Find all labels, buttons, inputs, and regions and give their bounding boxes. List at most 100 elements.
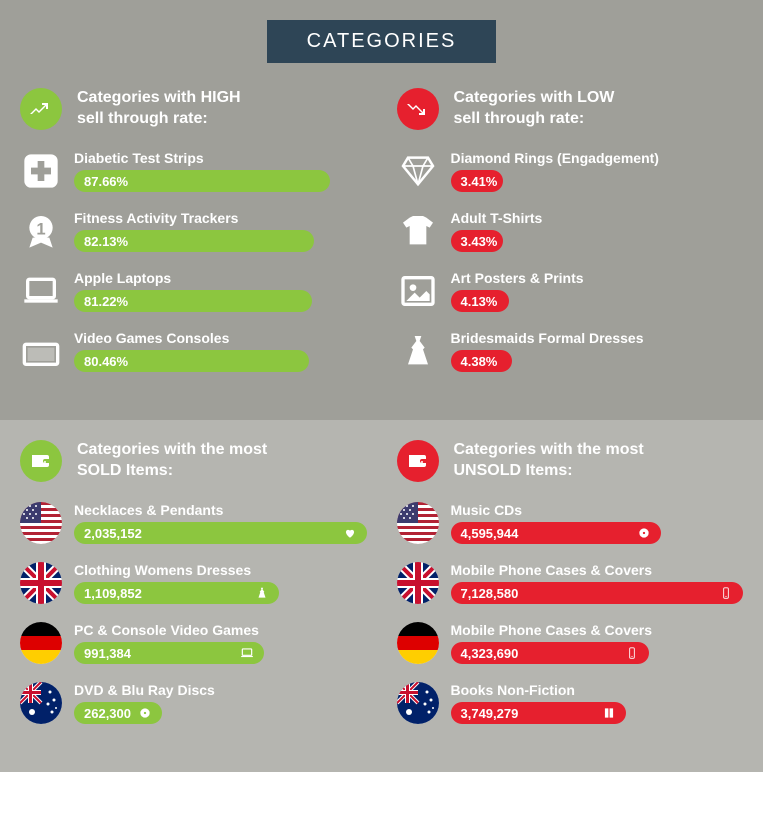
- bar-fill: 3,749,279: [451, 702, 627, 724]
- picture-icon: [397, 270, 439, 312]
- list-item: Fitness Activity Trackers 82.13%: [20, 210, 367, 252]
- bar-fill: 3.43%: [451, 230, 504, 252]
- flag-us-icon: [20, 502, 62, 544]
- list-item: Diamond Rings (Engadgement) 3.41%: [397, 150, 744, 192]
- sold-column: Categories with the most SOLD Items: Nec…: [20, 440, 367, 742]
- title-wrap: CATEGORIES: [20, 20, 743, 63]
- item-label: PC & Console Video Games: [74, 622, 367, 638]
- bar-value: 4,323,690: [461, 646, 519, 661]
- unsold-column: Categories with the most UNSOLD Items: M…: [397, 440, 744, 742]
- bottom-section: Categories with the most SOLD Items: Nec…: [0, 420, 763, 772]
- bar-track: 4.38%: [451, 350, 744, 372]
- bar-track: 82.13%: [74, 230, 367, 252]
- bar-track: 87.66%: [74, 170, 367, 192]
- bar-fill: 991,384: [74, 642, 264, 664]
- item-label: Video Games Consoles: [74, 330, 367, 346]
- sold-list: Necklaces & Pendants 2,035,152 Clothing …: [20, 502, 367, 724]
- wallet-unsold-icon: [397, 440, 439, 482]
- bar-fill: 80.46%: [74, 350, 309, 372]
- bar-fill: 4.13%: [451, 290, 510, 312]
- list-item: PC & Console Video Games 991,384: [20, 622, 367, 664]
- bar-value: 3,749,279: [461, 706, 519, 721]
- book-icon: [602, 706, 616, 720]
- bar-track: 81.22%: [74, 290, 367, 312]
- item-label: DVD & Blu Ray Discs: [74, 682, 367, 698]
- list-item: Necklaces & Pendants 2,035,152: [20, 502, 367, 544]
- bar-value: 3.41%: [461, 174, 498, 189]
- chart-up-icon: [20, 88, 62, 130]
- bar-value: 82.13%: [84, 234, 128, 249]
- item-label: Books Non-Fiction: [451, 682, 744, 698]
- bar-fill: 2,035,152: [74, 522, 367, 544]
- bar-track: 3.43%: [451, 230, 744, 252]
- item-label: Fitness Activity Trackers: [74, 210, 367, 226]
- bar-track: 991,384: [74, 642, 367, 664]
- item-label: Adult T-Shirts: [451, 210, 744, 226]
- bar-value: 991,384: [84, 646, 131, 661]
- laptop-icon: [240, 646, 254, 660]
- list-item: Apple Laptops 81.22%: [20, 270, 367, 312]
- bar-fill: 4,595,944: [451, 522, 662, 544]
- bar-fill: 4.38%: [451, 350, 512, 372]
- bar-track: 4,595,944: [451, 522, 744, 544]
- bar-value: 3.43%: [461, 234, 498, 249]
- top-section: CATEGORIES Categories with HIGH sell thr…: [0, 0, 763, 420]
- low-rate-list: Diamond Rings (Engadgement) 3.41% Adult …: [397, 150, 744, 372]
- item-label: Necklaces & Pendants: [74, 502, 367, 518]
- bar-fill: 7,128,580: [451, 582, 744, 604]
- flag-us-icon: [397, 502, 439, 544]
- unsold-heading: Categories with the most UNSOLD Items:: [454, 440, 644, 482]
- diamond-icon: [397, 150, 439, 192]
- disc-icon: [138, 706, 152, 720]
- bar-value: 1,109,852: [84, 586, 142, 601]
- item-label: Bridesmaids Formal Dresses: [451, 330, 744, 346]
- item-label: Mobile Phone Cases & Covers: [451, 562, 744, 578]
- disc-icon: [637, 526, 651, 540]
- flag-de-icon: [20, 622, 62, 664]
- high-rate-column: Categories with HIGH sell through rate: …: [20, 88, 367, 390]
- bar-value: 4.38%: [461, 354, 498, 369]
- list-item: Video Games Consoles 80.46%: [20, 330, 367, 372]
- bar-value: 7,128,580: [461, 586, 519, 601]
- flag-au-icon: [397, 682, 439, 724]
- bar-track: 80.46%: [74, 350, 367, 372]
- list-item: DVD & Blu Ray Discs 262,300: [20, 682, 367, 724]
- unsold-list: Music CDs 4,595,944 Mobile Phone Cases &…: [397, 502, 744, 724]
- page-title: CATEGORIES: [267, 20, 497, 63]
- flag-de-icon: [397, 622, 439, 664]
- bar-fill: 87.66%: [74, 170, 330, 192]
- medal-icon: [20, 210, 62, 252]
- low-rate-heading: Categories with LOW sell through rate:: [454, 88, 615, 130]
- high-rate-list: Diabetic Test Strips 87.66% Fitness Acti…: [20, 150, 367, 372]
- list-item: Bridesmaids Formal Dresses 4.38%: [397, 330, 744, 372]
- heart-icon: [343, 526, 357, 540]
- flag-au-icon: [20, 682, 62, 724]
- bar-fill: 4,323,690: [451, 642, 650, 664]
- list-item: Art Posters & Prints 4.13%: [397, 270, 744, 312]
- tshirt-icon: [397, 210, 439, 252]
- item-label: Clothing Womens Dresses: [74, 562, 367, 578]
- list-item: Mobile Phone Cases & Covers 7,128,580: [397, 562, 744, 604]
- bar-value: 81.22%: [84, 294, 128, 309]
- wallet-sold-icon: [20, 440, 62, 482]
- bar-fill: 81.22%: [74, 290, 312, 312]
- bar-value: 4,595,944: [461, 526, 519, 541]
- item-label: Diabetic Test Strips: [74, 150, 367, 166]
- item-label: Art Posters & Prints: [451, 270, 744, 286]
- chart-down-icon: [397, 88, 439, 130]
- bar-fill: 3.41%: [451, 170, 504, 192]
- bar-fill: 82.13%: [74, 230, 314, 252]
- list-item: Mobile Phone Cases & Covers 4,323,690: [397, 622, 744, 664]
- bar-track: 3.41%: [451, 170, 744, 192]
- bar-track: 4,323,690: [451, 642, 744, 664]
- bar-track: 7,128,580: [451, 582, 744, 604]
- bar-track: 3,749,279: [451, 702, 744, 724]
- list-item: Books Non-Fiction 3,749,279: [397, 682, 744, 724]
- high-rate-heading: Categories with HIGH sell through rate:: [77, 88, 241, 130]
- laptop-icon: [20, 270, 62, 312]
- bar-fill: 262,300: [74, 702, 162, 724]
- bar-track: 4.13%: [451, 290, 744, 312]
- flag-uk-icon: [20, 562, 62, 604]
- bar-value: 2,035,152: [84, 526, 142, 541]
- console-icon: [20, 330, 62, 372]
